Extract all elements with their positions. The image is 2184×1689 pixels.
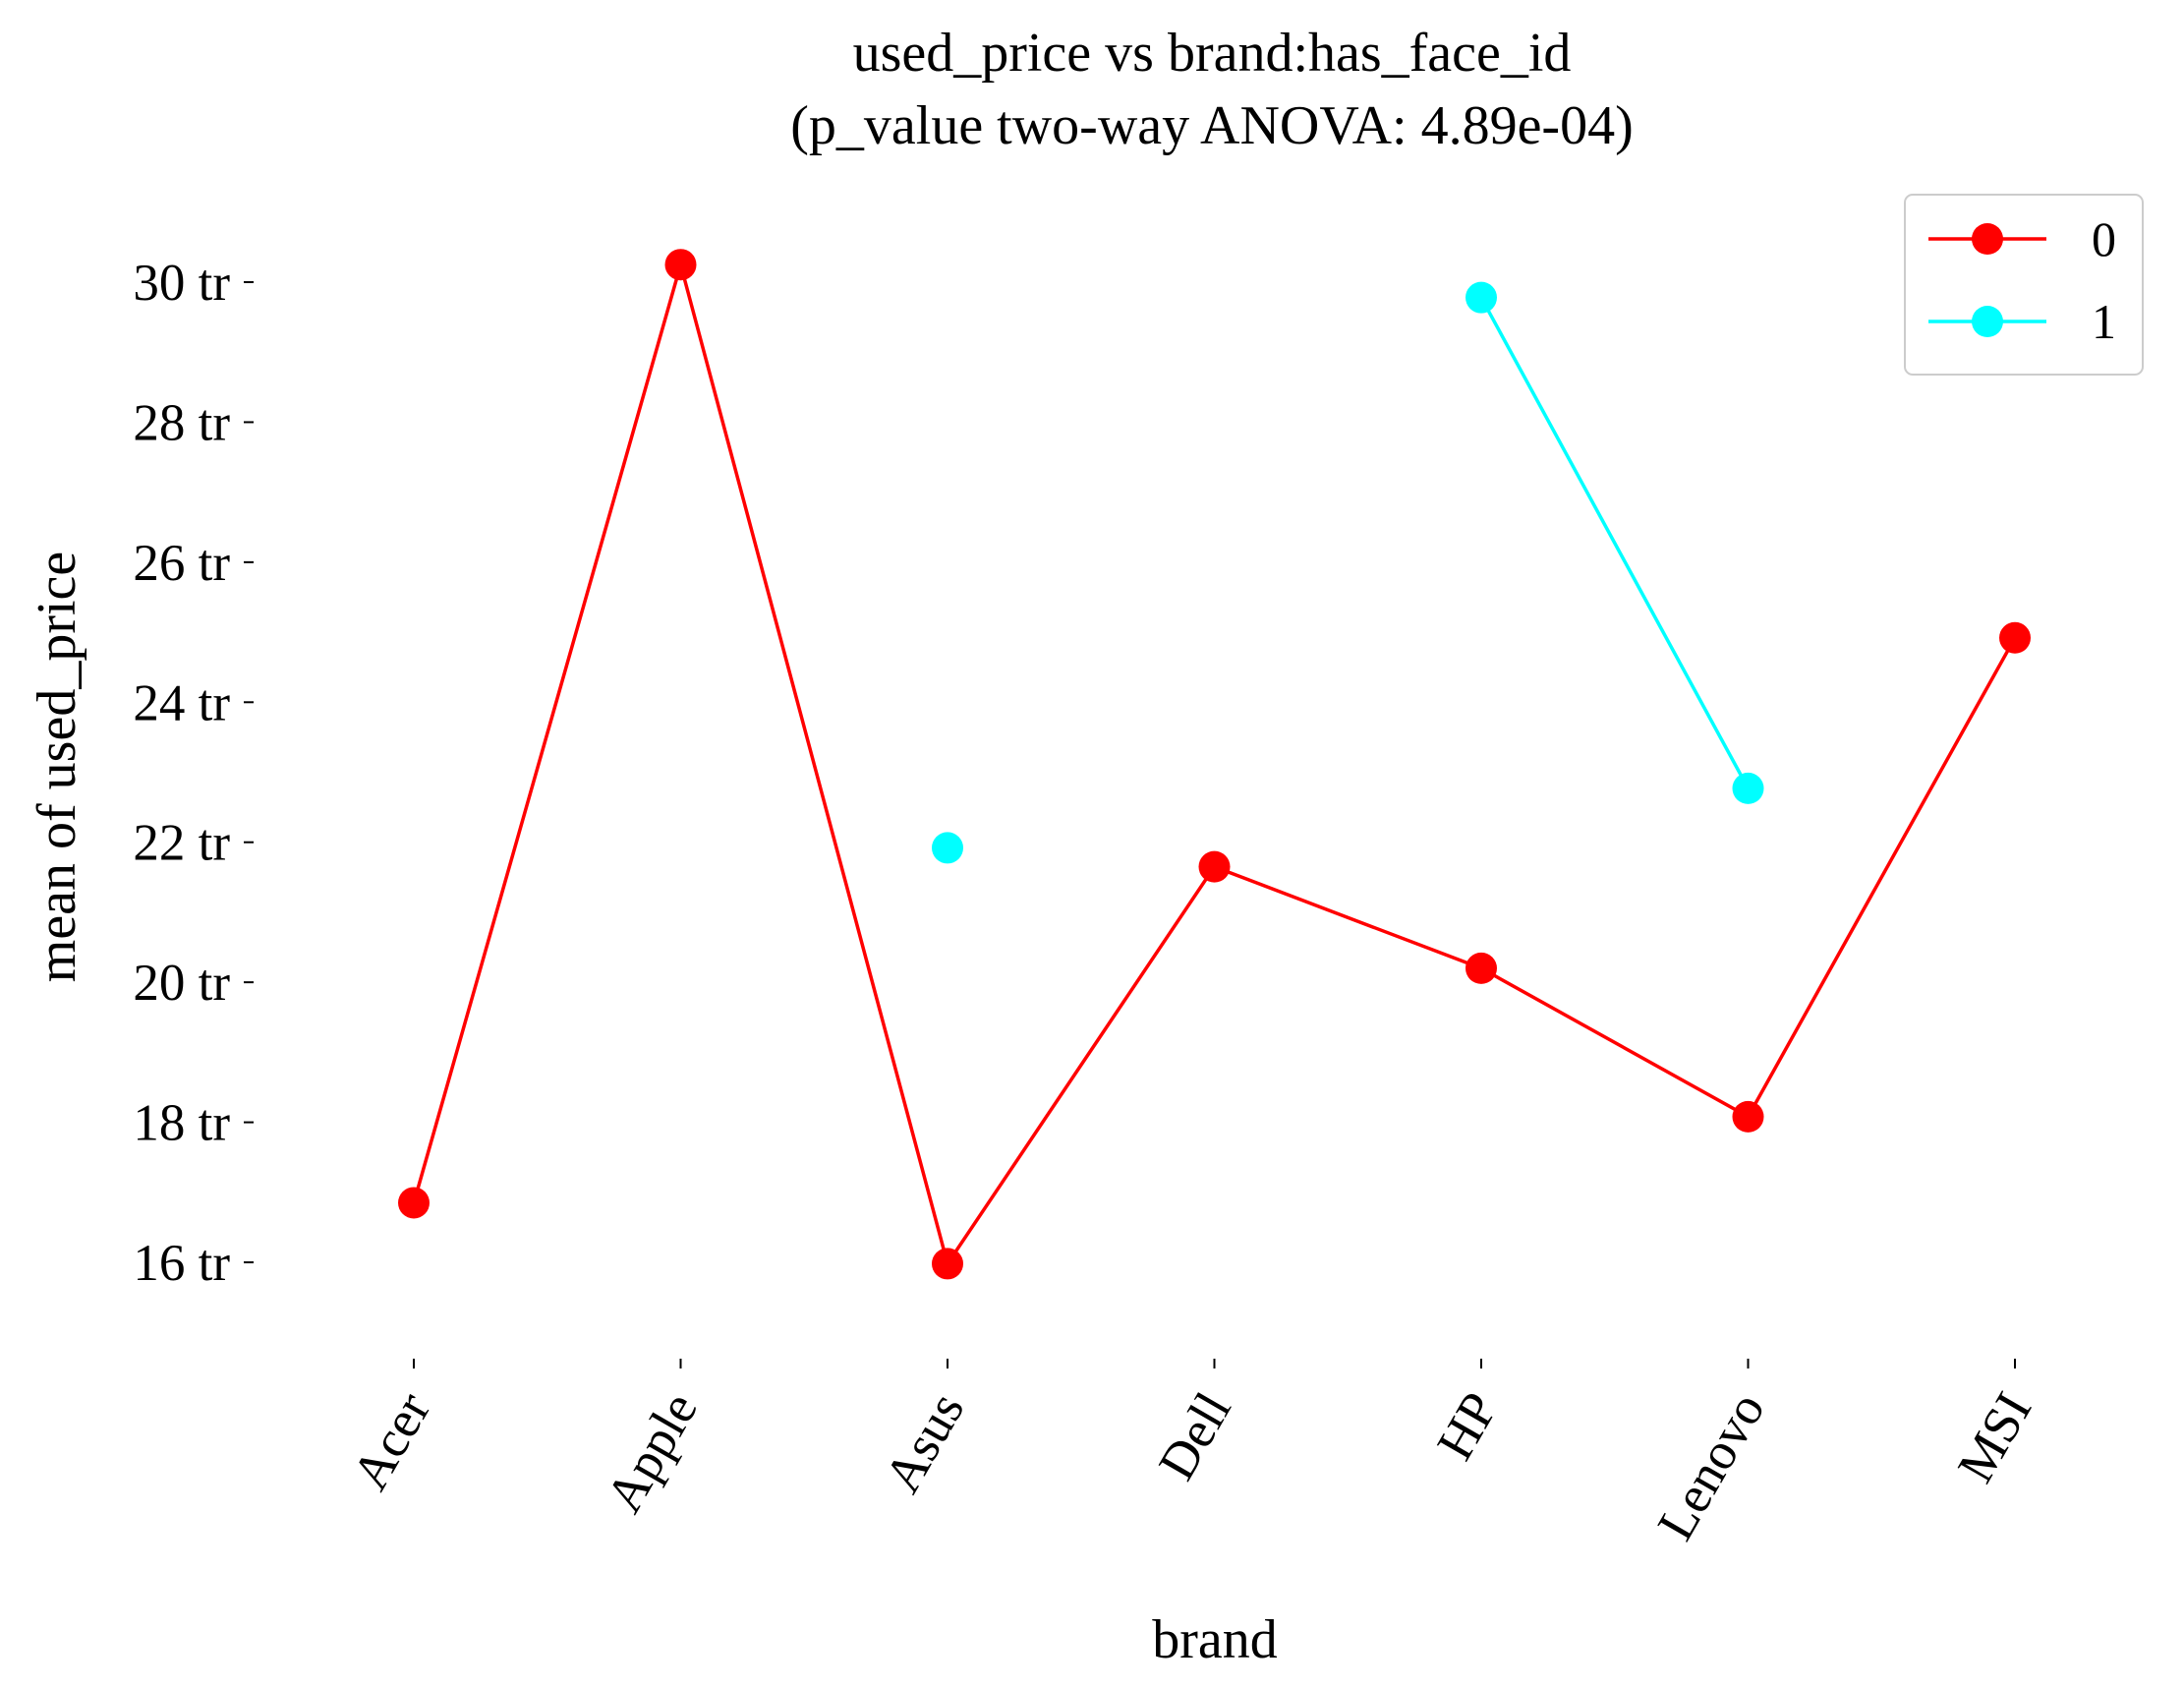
series-0 xyxy=(398,249,2031,1280)
x-tick-label: MSI xyxy=(1947,1383,2042,1492)
data-point xyxy=(664,249,697,281)
legend: 01 xyxy=(1904,194,2144,376)
x-tick-label: Dell xyxy=(1148,1383,1242,1489)
y-tick-label: 16 tr xyxy=(133,1235,230,1292)
data-point xyxy=(398,1187,430,1219)
x-axis-label: brand xyxy=(1152,1609,1278,1670)
data-point xyxy=(1732,1100,1764,1133)
y-axis: 16 tr 18 tr 20 tr 22 tr 24 tr 26 tr 28 tr 30 tr xyxy=(133,255,254,1292)
data-point xyxy=(1466,281,1497,314)
legend-label: 1 xyxy=(2092,294,2116,349)
data-point xyxy=(1466,952,1497,984)
legend-marker xyxy=(1972,223,2003,255)
x-tick-label: Apple xyxy=(596,1383,709,1522)
x-tick-label: Acer xyxy=(342,1383,442,1499)
plot-area xyxy=(398,249,2031,1280)
chart-title: used_price vs brand:has_face_id (p_value … xyxy=(790,23,1633,156)
legend-item: 0 xyxy=(1928,211,2116,266)
series-line xyxy=(412,258,2017,1268)
data-point xyxy=(1198,850,1231,883)
x-tick-label: Asus xyxy=(874,1383,975,1502)
legend-item: 1 xyxy=(1928,294,2116,349)
y-tick-label: 28 tr xyxy=(133,394,230,451)
y-tick-label: 26 tr xyxy=(133,535,230,592)
y-axis-label: mean of used_price xyxy=(27,552,87,982)
data-point xyxy=(1999,621,2031,654)
chart-title-line: used_price vs brand:has_face_id xyxy=(853,23,1572,84)
y-tick-label: 18 tr xyxy=(133,1095,230,1152)
y-tick-label: 30 tr xyxy=(133,255,230,312)
series-1 xyxy=(932,281,1764,864)
legend-marker xyxy=(1972,306,2003,337)
data-point xyxy=(932,1248,963,1280)
x-tick-label: HP xyxy=(1426,1383,1509,1470)
chart-title-line: (p_value two-way ANOVA: 4.89e-04) xyxy=(790,95,1633,156)
data-point xyxy=(932,832,963,864)
y-tick-label: 22 tr xyxy=(133,815,230,872)
data-point xyxy=(1732,772,1764,804)
legend-label: 0 xyxy=(2092,211,2116,266)
y-tick-label: 24 tr xyxy=(133,674,230,731)
series-line xyxy=(1479,296,1751,789)
y-tick-label: 20 tr xyxy=(133,955,230,1012)
x-tick-label: Lenovo xyxy=(1647,1383,1776,1549)
x-axis: Acer Apple Asus Dell HP Lenovo MSI xyxy=(342,1359,2042,1549)
